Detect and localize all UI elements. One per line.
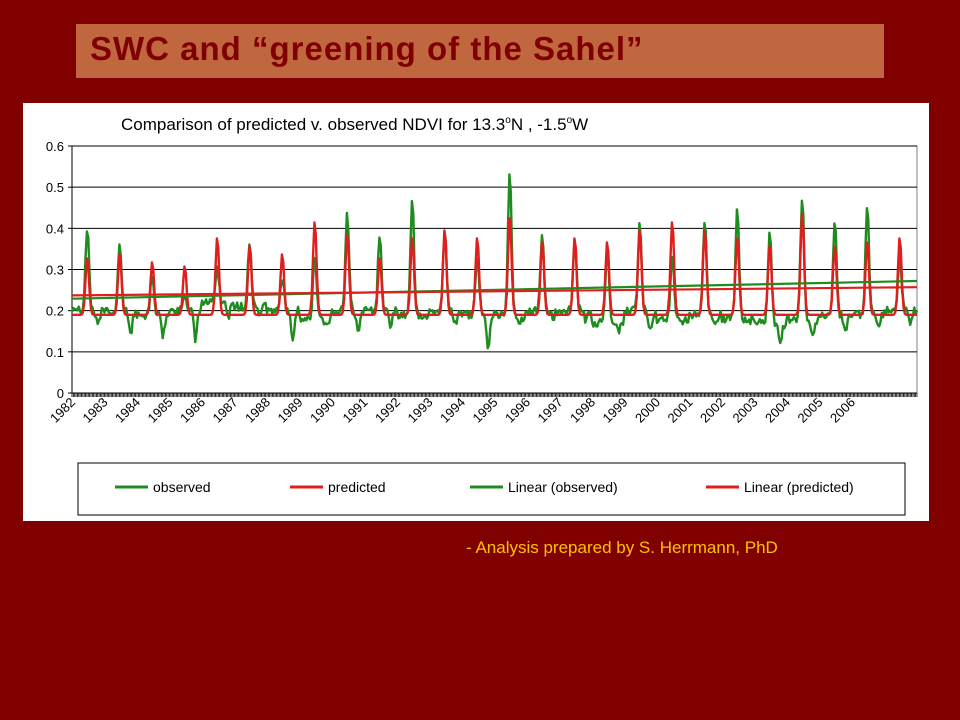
slide-title: SWC and “greening of the Sahel” (90, 30, 644, 67)
chart-title-degree-1: o (505, 115, 511, 126)
x-tick-label: 2003 (730, 395, 761, 426)
x-tick-label: 1997 (535, 395, 566, 426)
chart-title-main: Comparison of predicted v. observed NDVI… (121, 115, 505, 134)
x-tick-label: 1985 (145, 395, 176, 426)
chart-title: Comparison of predicted v. observed NDVI… (121, 115, 588, 134)
series-linear-observed-line (71, 279, 918, 300)
legend-box (77, 462, 906, 516)
x-tick-label: 1993 (405, 395, 436, 426)
y-tick-label: 0.2 (46, 304, 64, 319)
series-lines (70, 173, 919, 350)
x-tick-label: 2000 (632, 395, 663, 426)
y-tick-label: 0.3 (46, 263, 64, 278)
x-tick-label: 1983 (80, 395, 111, 426)
chart-panel: Comparison of predicted v. observed NDVI… (23, 103, 929, 521)
chart-title-lon-tail: W (572, 115, 588, 134)
x-tick-label: 1989 (275, 395, 306, 426)
x-tick-label: 1996 (502, 395, 533, 426)
ndvi-chart: Comparison of predicted v. observed NDVI… (46, 115, 919, 516)
x-tick-label: 1994 (437, 395, 468, 426)
x-tick-label: 1987 (210, 395, 241, 426)
x-tick-label: 1982 (47, 395, 78, 426)
slide-title-box: SWC and “greening of the Sahel” (76, 24, 884, 78)
analysis-credit: - Analysis prepared by S. Herrmann, PhD (466, 538, 778, 557)
series-observed-line (70, 173, 919, 350)
grid-lines (71, 145, 918, 394)
x-tick-label: 1986 (177, 395, 208, 426)
x-tick-label: 2001 (665, 395, 696, 426)
x-tick-label: 2006 (827, 395, 858, 426)
x-tick-label: 2002 (697, 395, 728, 426)
x-tick-label: 1988 (242, 395, 273, 426)
legend-label: predicted (328, 479, 386, 495)
x-tick-label: 2004 (762, 395, 793, 426)
x-tick-label: 1990 (307, 395, 338, 426)
series-predicted-line (72, 213, 917, 316)
y-tick-label: 0.5 (46, 180, 64, 195)
chart-title-degree-2: o (567, 115, 573, 126)
y-tick-label: 0.1 (46, 345, 64, 360)
x-tick-label: 1991 (340, 395, 371, 426)
x-tick-label: 1992 (372, 395, 403, 426)
legend-label: observed (153, 479, 211, 495)
legend-label: Linear (observed) (508, 479, 618, 495)
x-tick-label: 1998 (567, 395, 598, 426)
x-tick-label: 1995 (470, 395, 501, 426)
y-tick-label: 0.4 (46, 221, 64, 236)
series-linear-predicted-line (71, 286, 918, 297)
y-tick-label: 0.6 (46, 139, 64, 154)
legend: observed predicted Linear (observed) Linear… (77, 462, 906, 516)
legend-label: Linear (predicted) (744, 479, 854, 495)
chart-title-lat-tail: N , -1.5 (511, 115, 567, 134)
y-tick-label: 0 (57, 386, 64, 401)
x-tick-label: 2005 (795, 395, 826, 426)
x-tick-label: 1984 (112, 395, 143, 426)
x-tick-label: 1999 (600, 395, 631, 426)
